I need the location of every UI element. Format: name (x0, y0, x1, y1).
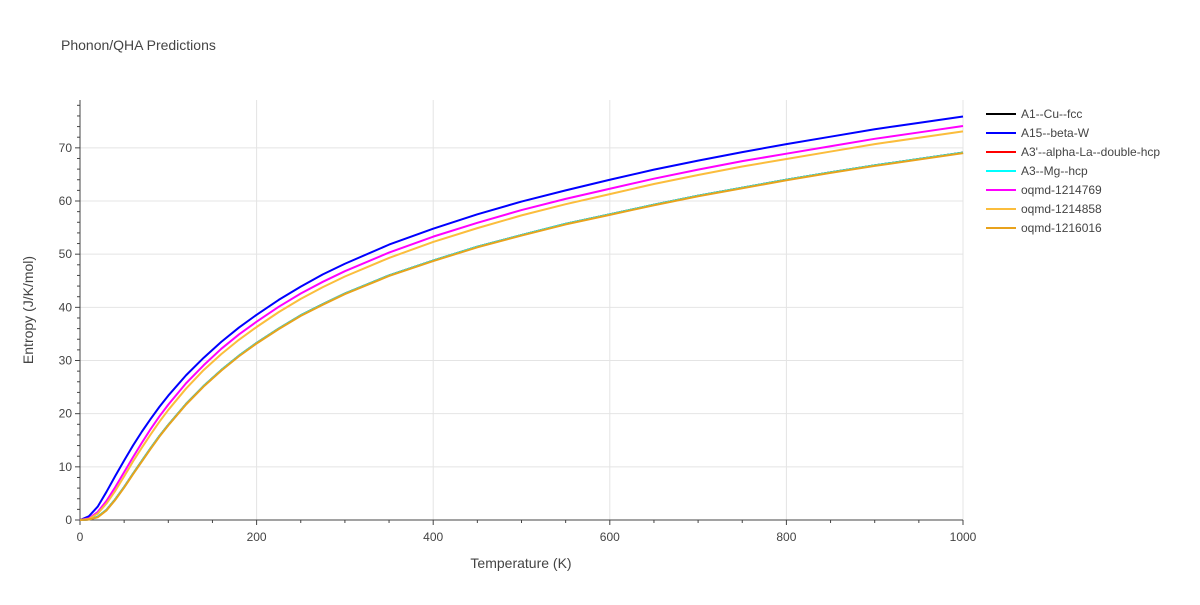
legend-item-4[interactable]: oqmd-1214769 (986, 183, 1102, 197)
series-line-2 (79, 151, 964, 521)
x-axis-label: Temperature (K) (470, 555, 571, 571)
y-tick-label: 40 (59, 300, 73, 314)
legend-item-6[interactable]: oqmd-1216016 (986, 221, 1102, 235)
series-line-6 (79, 152, 964, 521)
legend-item-2[interactable]: A3'--alpha-La--double-hcp (986, 145, 1160, 159)
y-tick-label: 50 (59, 247, 73, 261)
series-line-3 (79, 151, 964, 521)
legend-label: A3--Mg--hcp (1021, 164, 1088, 178)
x-tick-label: 400 (423, 530, 443, 544)
legend-label: oqmd-1214769 (1021, 183, 1102, 197)
x-tick-label: 0 (77, 530, 84, 544)
x-tick-label: 200 (247, 530, 267, 544)
series-line-1 (79, 115, 964, 521)
legend[interactable]: A1--Cu--fcc A15--beta-W A3'--alpha-La--dou… (986, 107, 1160, 235)
y-tick-label: 60 (59, 194, 73, 208)
x-tick-label: 1000 (950, 530, 977, 544)
legend-label: oqmd-1214858 (1021, 202, 1102, 216)
chart-title: Phonon/QHA Predictions (61, 37, 216, 53)
series-line-5 (79, 130, 964, 521)
axes: 0 200 400 600 800 1000 0 10 20 30 40 50 60 70 (59, 100, 977, 544)
series-line-4 (79, 125, 964, 521)
legend-item-5[interactable]: oqmd-1214858 (986, 202, 1102, 216)
legend-label: A15--beta-W (1021, 126, 1090, 140)
grid (80, 100, 964, 520)
x-tick-label: 600 (600, 530, 620, 544)
y-tick-label: 10 (59, 460, 73, 474)
y-tick-label: 30 (59, 354, 73, 368)
legend-label: oqmd-1216016 (1021, 221, 1102, 235)
y-tick-label: 0 (65, 513, 72, 527)
legend-item-3[interactable]: A3--Mg--hcp (986, 164, 1088, 178)
series-line-0 (79, 151, 964, 521)
legend-item-1[interactable]: A15--beta-W (986, 126, 1090, 140)
y-tick-label: 70 (59, 141, 73, 155)
y-axis-label: Entropy (J/K/mol) (20, 256, 36, 364)
legend-label: A3'--alpha-La--double-hcp (1021, 145, 1160, 159)
y-tick-label: 20 (59, 407, 73, 421)
legend-label: A1--Cu--fcc (1021, 107, 1082, 121)
x-tick-label: 800 (776, 530, 796, 544)
legend-item-0[interactable]: A1--Cu--fcc (986, 107, 1082, 121)
series-lines (79, 115, 964, 521)
